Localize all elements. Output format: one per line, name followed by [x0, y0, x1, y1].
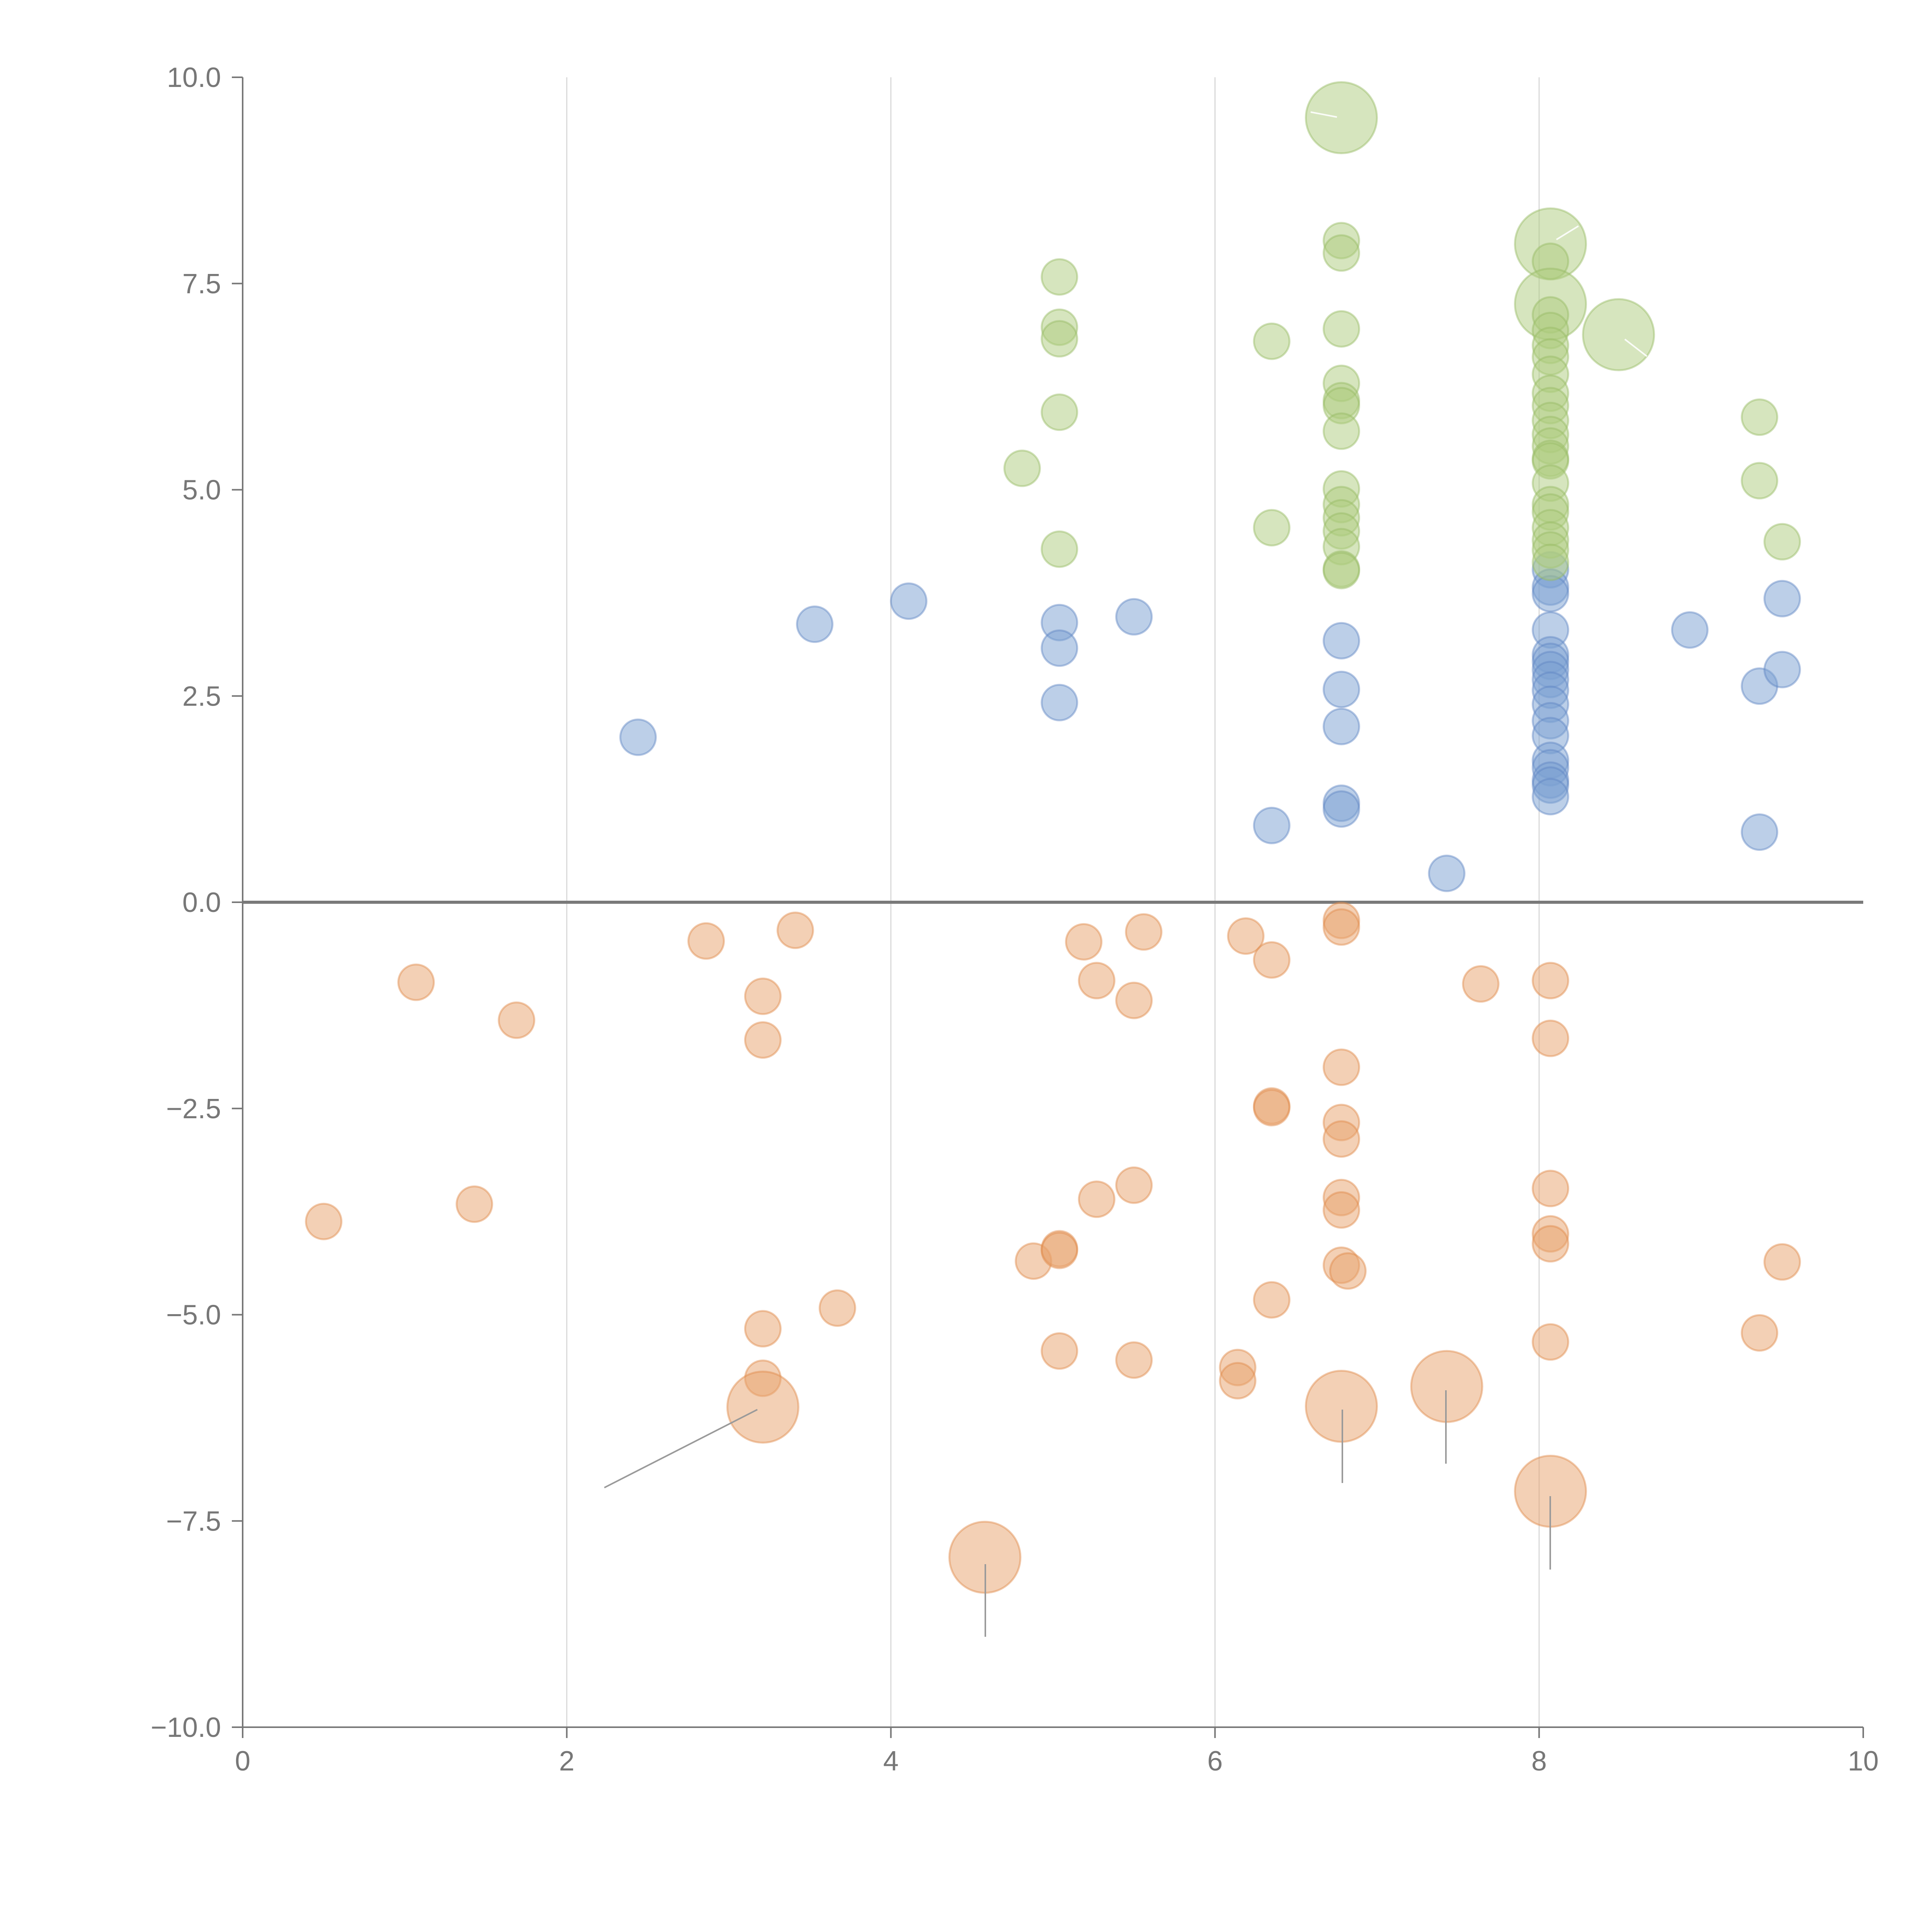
blue-data-point	[1428, 854, 1466, 892]
leader-line	[1310, 111, 1337, 118]
orange-data-point	[1323, 1191, 1360, 1229]
blue-data-point	[619, 718, 657, 756]
orange-data-point	[1078, 1180, 1116, 1218]
blue-data-point	[1323, 670, 1360, 708]
green-data-point	[1323, 310, 1360, 348]
orange-data-point	[1227, 917, 1265, 955]
blue-data-point	[1763, 580, 1801, 617]
green-data-point	[1253, 322, 1291, 360]
y-tick-label: 2.5	[182, 681, 221, 712]
orange-data-point	[744, 1310, 782, 1348]
orange-data-point	[1323, 908, 1360, 946]
orange-data-point	[1125, 913, 1163, 951]
label-leader-lines	[604, 111, 1648, 1637]
orange-data-point	[1253, 1089, 1291, 1127]
green-data-point	[1305, 81, 1378, 155]
orange-data-point	[1532, 1170, 1570, 1208]
green-data-point	[1041, 530, 1078, 568]
green-data-point	[1041, 320, 1078, 358]
orange-data-point	[687, 922, 725, 960]
orange-data-point	[744, 1021, 782, 1059]
orange-data-point	[1532, 1323, 1570, 1361]
orange-data-point	[1532, 962, 1570, 1000]
blue-data-point	[1323, 622, 1360, 660]
orange-data-point	[1763, 1243, 1801, 1281]
blue-data-point	[1041, 629, 1078, 667]
orange-data-point	[1305, 1370, 1378, 1443]
orange-data-point	[818, 1289, 856, 1327]
x-tick-label: 4	[883, 1746, 899, 1777]
blue-data-point	[1671, 611, 1709, 649]
orange-data-point	[1115, 1341, 1153, 1379]
orange-data-point	[1041, 1231, 1078, 1269]
green-data-point	[1741, 398, 1779, 436]
orange-data-point	[1741, 1314, 1779, 1352]
data-points	[305, 81, 1801, 1594]
y-tick-label: −10.0	[151, 1712, 221, 1743]
orange-data-point	[1115, 1166, 1153, 1204]
y-tick-label: −2.5	[166, 1094, 221, 1124]
orange-data-point	[1323, 1120, 1360, 1158]
orange-data-point	[1532, 1225, 1570, 1263]
orange-data-point	[1041, 1332, 1078, 1370]
blue-data-point	[796, 605, 833, 643]
blue-data-point	[1253, 806, 1291, 844]
y-tick-label: 10.0	[167, 62, 221, 93]
blue-data-point	[1532, 778, 1570, 816]
leader-line	[1624, 338, 1648, 357]
orange-data-point	[726, 1371, 799, 1444]
green-data-point	[1741, 462, 1779, 500]
ticks: 0 2 4 6 8 10 10.0 7.5 5.0 2.5 0.0 −2.5 −5.0 −7.5 −10.0	[151, 62, 1879, 1777]
y-tick-label: 5.0	[182, 475, 221, 506]
blue-data-point	[1115, 598, 1153, 636]
green-data-point	[1582, 298, 1655, 371]
green-data-point	[1041, 393, 1078, 431]
leader-line	[604, 1409, 758, 1488]
orange-data-point	[1253, 1281, 1291, 1319]
orange-data-point	[1410, 1350, 1483, 1423]
x-tick-label: 6	[1207, 1746, 1223, 1777]
green-data-point	[1003, 449, 1041, 487]
orange-data-point	[1532, 1019, 1570, 1057]
blue-data-point	[890, 582, 928, 620]
orange-data-point	[305, 1202, 343, 1240]
blue-data-point	[1323, 790, 1360, 828]
green-data-point	[1253, 509, 1291, 547]
orange-data-point	[1323, 1048, 1360, 1086]
blue-data-point	[1041, 684, 1078, 721]
y-tick-label: −5.0	[166, 1300, 221, 1331]
blue-data-point	[1323, 707, 1360, 745]
orange-data-point	[1462, 965, 1500, 1003]
y-tick-label: −7.5	[166, 1506, 221, 1537]
green-data-point	[1763, 523, 1801, 561]
green-data-point	[1323, 234, 1360, 272]
y-tick-label: 7.5	[182, 269, 221, 299]
leader-line	[1556, 225, 1579, 240]
orange-data-point	[776, 912, 814, 949]
orange-data-point	[1078, 962, 1116, 1000]
orange-data-point	[498, 1001, 536, 1039]
blue-data-point	[1763, 651, 1801, 689]
orange-data-point	[1329, 1252, 1367, 1290]
x-tick-label: 0	[235, 1746, 250, 1777]
blue-data-point	[1532, 575, 1570, 612]
orange-data-point	[1219, 1362, 1257, 1400]
blue-data-point	[1741, 813, 1779, 851]
orange-data-point	[1065, 923, 1103, 961]
green-data-point	[1041, 258, 1078, 296]
orange-data-point	[456, 1185, 493, 1223]
x-tick-label: 10	[1848, 1746, 1879, 1777]
orange-data-point	[744, 977, 782, 1015]
orange-data-point	[1115, 981, 1153, 1019]
orange-data-point	[1253, 941, 1291, 979]
x-tick-label: 2	[559, 1746, 575, 1777]
green-data-point	[1323, 412, 1360, 450]
y-tick-label: 0.0	[182, 887, 221, 918]
x-tick-label: 8	[1531, 1746, 1547, 1777]
green-data-point	[1323, 552, 1360, 590]
orange-data-point	[397, 963, 435, 1001]
green-data-point	[1532, 543, 1570, 581]
